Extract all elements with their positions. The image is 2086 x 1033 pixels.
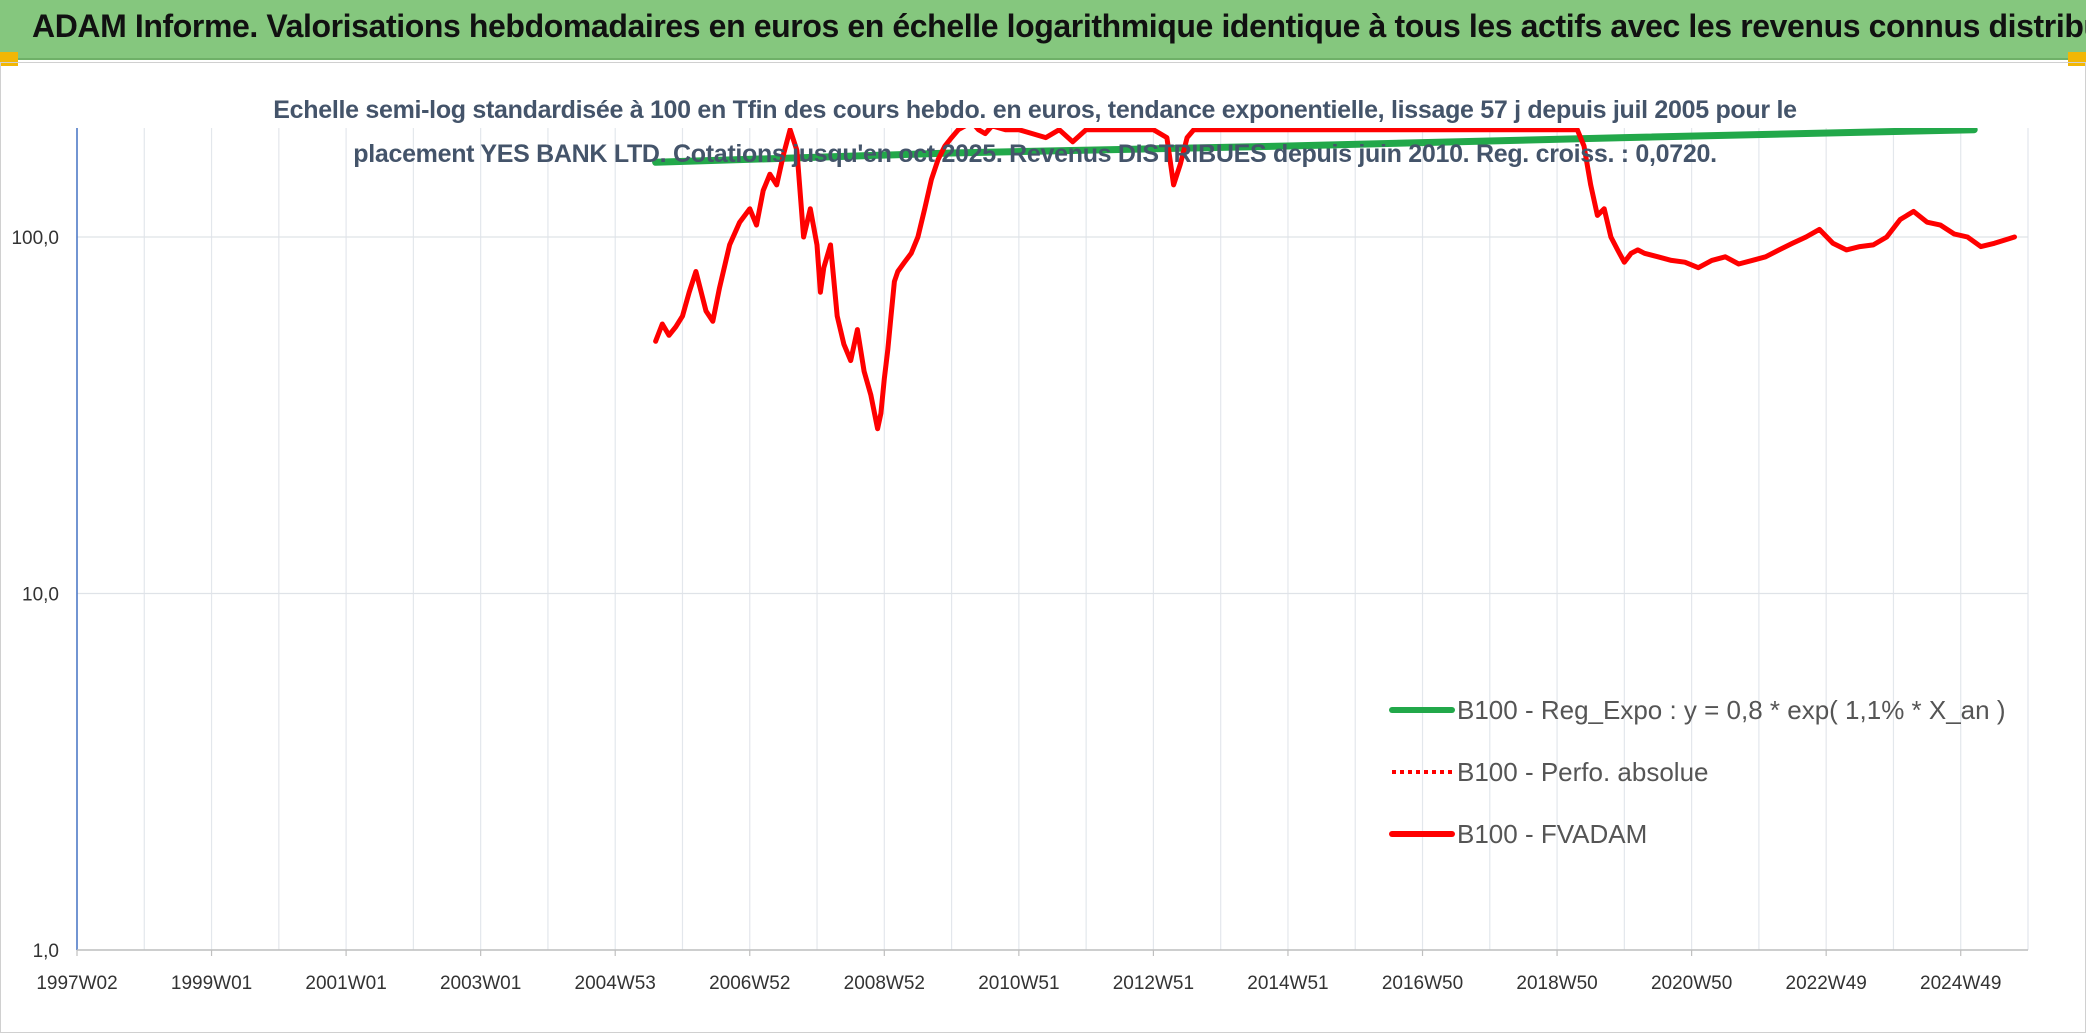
chart-title: Echelle semi-log standardisée à 100 en T…	[250, 88, 1820, 176]
series-line-3	[653, 128, 2017, 432]
series-line-1	[652, 128, 1978, 166]
legend-label-2: B100 - Perfo. absolue	[1457, 757, 1709, 787]
x-tick-label: 2008W52	[844, 973, 925, 994]
x-tick-label: 2014W51	[1247, 973, 1328, 994]
x-tick-label: 2020W50	[1651, 973, 1732, 994]
legend: B100 - Reg_Expo : y = 0,8 * exp( 1,1% * …	[1389, 695, 2006, 849]
series-layer	[652, 128, 2017, 432]
y-tick-label: 10,0	[22, 585, 59, 606]
x-tick-label: 1999W01	[171, 973, 252, 994]
axes: 1,0 10,0 100,0 1997W02 1999W01 2001W01 2003W01…	[11, 128, 2028, 994]
legend-label-1: B100 - Reg_Expo : y = 0,8 * exp( 1,1% * …	[1457, 695, 2006, 725]
y-tick-label: 100,0	[11, 228, 59, 249]
x-tick-label: 1997W02	[36, 973, 117, 994]
x-tick-label: 2004W53	[575, 973, 656, 994]
x-tick-label: 2016W50	[1382, 973, 1463, 994]
chart-title-line-1: Echelle semi-log standardisée à 100 en T…	[273, 96, 1797, 124]
report-header: ADAM Informe. Valorisations hebdomadaire…	[0, 0, 2086, 60]
x-tick-label: 2022W49	[1786, 973, 1867, 994]
x-tick-label: 2012W51	[1113, 973, 1194, 994]
x-tick-label: 2001W01	[305, 973, 386, 994]
legend-label-3: B100 - FVADAM	[1457, 819, 1647, 849]
x-tick-label: 2024W49	[1920, 973, 2001, 994]
x-tick-label: 2006W52	[709, 973, 790, 994]
x-tick-label: 2018W50	[1516, 973, 1597, 994]
x-tick-label: 2003W01	[440, 973, 521, 994]
report-title: ADAM Informe. Valorisations hebdomadaire…	[32, 8, 2086, 44]
chart-title-line-2: placement YES BANK LTD. Cotations jusqu'…	[353, 140, 1717, 168]
grid-lines	[77, 128, 2029, 951]
x-tick-label: 2010W51	[978, 973, 1059, 994]
y-tick-label: 1,0	[33, 941, 59, 962]
